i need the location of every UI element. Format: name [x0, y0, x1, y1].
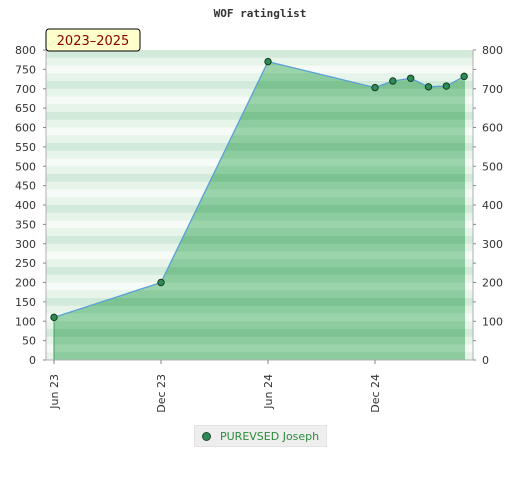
y-tick-label-right: 200	[482, 277, 503, 290]
area-band	[54, 305, 465, 314]
year-range-badge-box	[45, 28, 141, 52]
area-band	[54, 336, 465, 345]
area-band	[54, 352, 465, 360]
area-band	[54, 212, 465, 221]
data-point	[157, 278, 165, 287]
area-band	[54, 251, 465, 260]
area-band	[54, 104, 465, 113]
area-band	[54, 88, 465, 97]
data-point	[424, 83, 433, 91]
legend-label: PUREVSED Joseph	[220, 429, 320, 443]
y-axis-right: 0 100 200 300 400 500 600 700 800	[472, 44, 503, 367]
y-tick-label: 600	[15, 122, 36, 135]
y-tick-label: 300	[15, 238, 36, 251]
y-tick-label: 650	[15, 102, 36, 115]
data-point	[406, 74, 415, 82]
background-band	[46, 65, 473, 74]
area-band	[54, 236, 465, 245]
area-band	[54, 96, 465, 105]
x-tick-label: Dec 23	[155, 374, 168, 413]
area-band	[54, 150, 465, 159]
area-band	[54, 313, 465, 322]
background-band	[46, 73, 473, 82]
area-band	[54, 119, 465, 128]
y-tick-label: 0	[29, 354, 36, 367]
y-tick-label: 800	[15, 44, 36, 57]
background-band	[46, 50, 473, 59]
y-tick-label: 750	[15, 63, 36, 76]
y-tick-label: 250	[15, 257, 36, 270]
area-band	[54, 344, 465, 353]
data-point	[460, 72, 468, 81]
points-layer	[50, 57, 468, 322]
area-band	[54, 143, 465, 152]
area-band	[54, 329, 465, 338]
y-axis-left: 0 50 100 150 200 250 300 350 400 450 500 550 600 650 7…	[15, 44, 473, 367]
y-tick-label: 200	[15, 277, 36, 290]
area-band	[54, 267, 465, 276]
area-band	[54, 166, 465, 175]
area-band	[54, 127, 465, 136]
background-band	[46, 57, 473, 66]
legend-marker	[202, 431, 211, 441]
area-band	[54, 321, 465, 330]
y-tick-label: 50	[22, 335, 36, 348]
y-tick-label-right: 0	[482, 354, 489, 367]
area-band	[54, 228, 465, 237]
area-band	[54, 274, 465, 283]
area-band	[54, 205, 465, 214]
area-band	[54, 189, 465, 198]
y-tick-label-right: 600	[482, 122, 503, 135]
area-band	[54, 290, 465, 299]
area-band	[54, 243, 465, 252]
data-point	[371, 83, 379, 92]
y-tick-label: 150	[15, 296, 36, 309]
area-band	[54, 174, 465, 183]
y-tick-label: 450	[15, 180, 36, 193]
series-line	[53, 60, 465, 318]
x-tick-label: Jun 23	[48, 374, 61, 410]
y-tick-label-right: 100	[482, 315, 503, 328]
data-point	[50, 313, 58, 322]
y-tick-label: 100	[15, 315, 36, 328]
area-band	[54, 158, 465, 167]
y-tick-label: 550	[15, 141, 36, 154]
area-band	[54, 259, 465, 268]
area-band	[54, 81, 465, 90]
x-tick-label: Dec 24	[369, 374, 382, 413]
data-point	[389, 77, 397, 85]
chart-title: WOF ratinglist	[214, 7, 307, 20]
y-tick-label-right: 800	[482, 44, 503, 57]
x-axis: Jun 23 Dec 23 Jun 24 Dec 24	[48, 360, 382, 413]
y-tick-label: 350	[15, 218, 36, 231]
data-point	[264, 57, 272, 66]
area-band	[54, 135, 465, 144]
year-range-badge-text: 2023–2025	[57, 34, 130, 49]
y-tick-label-right: 700	[482, 83, 503, 96]
data-point	[442, 82, 451, 90]
y-tick-label-right: 500	[482, 160, 503, 173]
legend: PUREVSED Joseph	[194, 425, 327, 447]
y-tick-label: 500	[15, 160, 36, 173]
area-band	[54, 220, 465, 229]
area-band	[54, 197, 465, 206]
y-tick-label: 700	[15, 83, 36, 96]
area-band	[54, 112, 465, 121]
y-tick-label: 400	[15, 199, 36, 212]
area-band	[54, 298, 465, 307]
area-band	[54, 181, 465, 190]
y-tick-label-right: 300	[482, 238, 503, 251]
x-tick-label: Jun 24	[262, 374, 275, 410]
area-band	[54, 282, 465, 291]
year-range-badge: 2023–2025	[45, 28, 141, 52]
y-tick-label-right: 400	[482, 199, 503, 212]
